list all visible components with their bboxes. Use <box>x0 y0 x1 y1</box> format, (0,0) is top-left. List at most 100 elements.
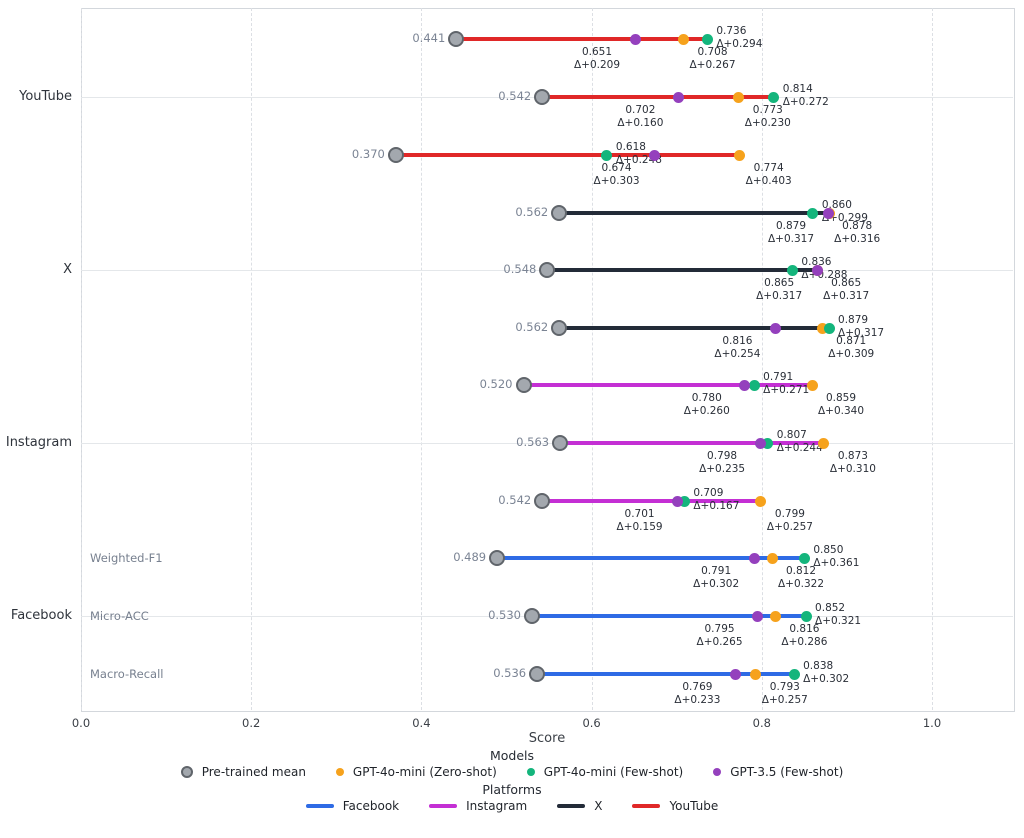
point-gpt4o-mini-zero-shot <box>806 379 818 391</box>
legend-item-instagram: Instagram <box>429 799 527 813</box>
point-gpt4o-mini-few-shot <box>807 207 819 219</box>
legend-item-gpt-4o-mini-zero-shot-: GPT-4o-mini (Zero-shot) <box>335 765 497 779</box>
annotation: 0.701 Δ+0.159 <box>616 508 663 533</box>
connector-line <box>547 268 818 272</box>
point-gpt4o-mini-few-shot <box>768 91 780 103</box>
point-pretrained-mean <box>534 493 551 509</box>
metric-row-label: Weighted-F1 <box>90 551 163 565</box>
legend-label: Pre-trained mean <box>201 765 306 779</box>
connector-line <box>497 556 805 560</box>
metric-row-label: Macro-Recall <box>90 667 164 681</box>
legend-label: YouTube <box>669 799 719 813</box>
legend-label: Facebook <box>342 799 400 813</box>
connector-line <box>456 37 708 41</box>
point-pretrained-mean <box>524 608 541 624</box>
y-axis-platform-label: YouTube <box>19 89 72 104</box>
annotation: 0.836 Δ+0.288 <box>801 256 848 281</box>
model-dot-icon <box>713 768 722 776</box>
annotation: 0.816 Δ+0.286 <box>781 623 828 648</box>
annotation: 0.791 Δ+0.271 <box>763 371 810 396</box>
x-tick-label: 0.6 <box>582 716 601 730</box>
legend-label: GPT-3.5 (Few-shot) <box>730 765 844 779</box>
annotation: 0.816 Δ+0.254 <box>714 335 761 360</box>
pretrained-mean-label: 0.562 <box>515 320 549 334</box>
legend-item-gpt-4o-mini-few-shot-: GPT-4o-mini (Few-shot) <box>526 765 683 779</box>
y-axis-platform-label: Facebook <box>10 608 72 623</box>
connector-line <box>559 326 830 330</box>
platform-line-icon <box>305 804 334 808</box>
annotation: 0.878 Δ+0.316 <box>834 220 881 245</box>
point-pretrained-mean <box>387 147 404 163</box>
point-gpt35-few-shot <box>672 91 684 103</box>
point-pretrained-mean <box>489 550 506 566</box>
platform-line-icon <box>429 804 458 808</box>
models-legend-title: Models <box>489 748 535 763</box>
platforms-legend: Facebook Instagram X YouTube <box>305 799 718 813</box>
point-pretrained-mean <box>552 435 569 451</box>
model-dot-icon <box>526 768 535 776</box>
x-tick-label: 0.8 <box>752 716 771 730</box>
annotation: 0.769 Δ+0.233 <box>674 681 721 706</box>
connector-line <box>523 383 812 387</box>
annotation: 0.791 Δ+0.302 <box>693 565 740 590</box>
annotation: 0.651 Δ+0.209 <box>573 46 621 71</box>
point-gpt4o-mini-few-shot <box>701 33 713 45</box>
annotation: 0.799 Δ+0.257 <box>766 508 813 533</box>
annotation: 0.807 Δ+0.244 <box>776 429 823 454</box>
point-gpt4o-mini-few-shot <box>786 264 798 276</box>
x-tick-label: 0.4 <box>412 716 431 730</box>
pretrained-mean-label: 0.542 <box>498 89 532 103</box>
point-gpt35-few-shot <box>748 552 760 564</box>
x-gridline <box>761 8 763 710</box>
y-axis-platform-label: X <box>63 262 72 277</box>
annotation: 0.879 Δ+0.317 <box>767 220 815 245</box>
metric-row-label: Micro-ACC <box>90 609 149 623</box>
annotation: 0.780 Δ+0.260 <box>683 392 730 417</box>
point-pretrained-mean <box>529 666 546 682</box>
legend-item-x: X <box>557 799 602 813</box>
point-gpt4o-mini-few-shot <box>823 322 835 334</box>
legend-block: Models Pre-trained mean GPT-4o-mini (Zero… <box>0 746 1024 813</box>
point-gpt4o-mini-zero-shot <box>750 668 762 680</box>
point-gpt35-few-shot <box>811 264 823 276</box>
x-axis-label: Score <box>528 731 566 746</box>
point-gpt35-few-shot <box>752 610 764 622</box>
x-gridline <box>932 8 933 710</box>
annotation: 0.852 Δ+0.321 <box>815 602 862 627</box>
point-gpt4o-mini-few-shot <box>748 379 760 391</box>
point-pretrained-mean <box>539 262 556 278</box>
annotation: 0.865 Δ+0.317 <box>823 277 870 302</box>
annotation: 0.674 Δ+0.303 <box>593 162 640 187</box>
legend-item-pre-trained-mean: Pre-trained mean <box>180 765 306 779</box>
point-gpt4o-mini-zero-shot <box>769 610 781 622</box>
x-tick-label: 0.2 <box>242 716 261 730</box>
annotation: 0.814 Δ+0.272 <box>782 83 829 108</box>
point-gpt35-few-shot <box>739 379 751 391</box>
point-gpt4o-mini-zero-shot <box>733 91 745 103</box>
annotation: 0.793 Δ+0.257 <box>761 681 808 706</box>
x-gridline <box>251 8 253 710</box>
annotation: 0.871 Δ+0.309 <box>828 335 875 360</box>
legend-item-facebook: Facebook <box>305 799 400 813</box>
pretrained-mean-label: 0.530 <box>488 608 522 622</box>
pretrained-mean-label: 0.370 <box>351 147 385 161</box>
pretrained-mean-label: 0.520 <box>479 377 513 391</box>
point-pretrained-mean <box>515 377 532 393</box>
annotation: 0.774 Δ+0.403 <box>745 162 792 187</box>
point-gpt35-few-shot <box>754 437 766 449</box>
point-gpt4o-mini-zero-shot <box>818 437 830 449</box>
models-legend: Pre-trained mean GPT-4o-mini (Zero-shot) G… <box>180 765 843 779</box>
legend-label: Instagram <box>466 799 528 813</box>
legend-item-gpt-3-5-few-shot-: GPT-3.5 (Few-shot) <box>713 765 843 779</box>
point-gpt4o-mini-few-shot <box>798 552 810 564</box>
connector-line <box>542 499 761 503</box>
legend-item-youtube: YouTube <box>632 799 718 813</box>
annotation: 0.812 Δ+0.322 <box>777 565 825 590</box>
point-gpt4o-mini-zero-shot <box>766 552 778 564</box>
x-tick-label: 1.0 <box>922 716 942 730</box>
point-pretrained-mean <box>551 320 568 336</box>
annotation: 0.773 Δ+0.230 <box>744 104 791 129</box>
annotation: 0.708 Δ+0.267 <box>689 46 736 71</box>
